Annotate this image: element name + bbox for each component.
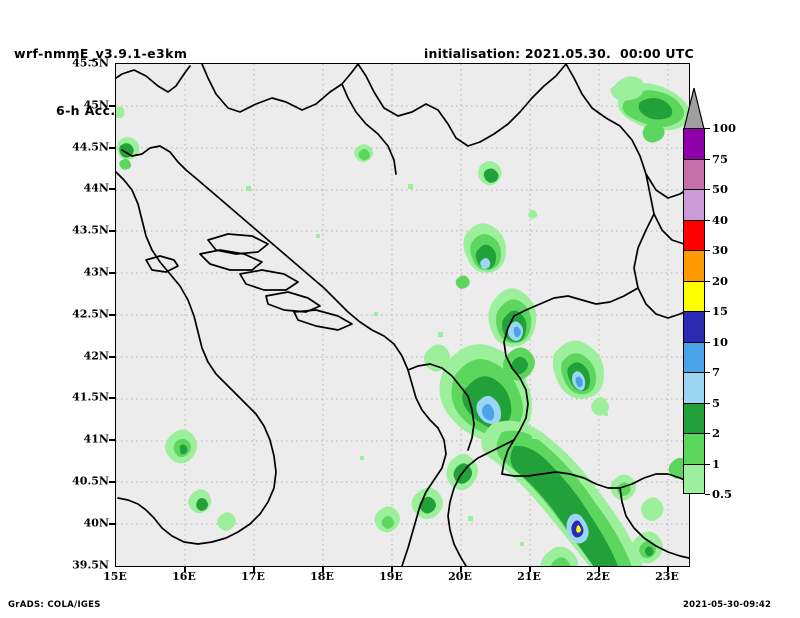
x-tick-label-20E: 20E bbox=[448, 570, 472, 583]
precip-dots bbox=[246, 184, 608, 546]
x-tick-mark bbox=[391, 566, 393, 572]
y-tick-mark bbox=[109, 397, 115, 399]
y-tick-label-43.5N: 43.5N bbox=[72, 223, 109, 237]
attribution-label: GrADS: COLA/IGES bbox=[8, 600, 101, 610]
colorbar-band-30[interactable] bbox=[683, 250, 705, 281]
map-plot-area bbox=[115, 63, 690, 567]
x-tick-mark bbox=[667, 566, 669, 572]
x-tick-label-22E: 22E bbox=[586, 570, 610, 583]
y-tick-mark bbox=[109, 314, 115, 316]
colorbar-band-75[interactable] bbox=[683, 158, 705, 189]
colorbar-band-20[interactable] bbox=[683, 280, 705, 311]
colorbar-label-30: 30 bbox=[712, 243, 729, 257]
colorbar-label-75: 75 bbox=[712, 151, 729, 166]
colorbar-band-50[interactable] bbox=[683, 189, 705, 220]
y-tick-label-43N: 43N bbox=[83, 265, 109, 279]
initialisation-time: initialisation: 2021.05.30. 00:00 UTC bbox=[424, 46, 694, 61]
x-tick-label-21E: 21E bbox=[517, 570, 541, 583]
colorbar[interactable] bbox=[683, 128, 705, 524]
y-tick-label-41N: 41N bbox=[83, 432, 109, 446]
y-tick-mark bbox=[109, 523, 115, 525]
y-tick-mark bbox=[109, 230, 115, 232]
x-tick-mark bbox=[460, 566, 462, 572]
y-tick-mark bbox=[109, 272, 115, 274]
colorbar-band-40[interactable] bbox=[683, 219, 705, 250]
y-tick-mark bbox=[109, 439, 115, 441]
y-tick-label-42N: 42N bbox=[83, 349, 109, 363]
precip-cell-central-bih bbox=[354, 144, 538, 219]
y-tick-mark bbox=[109, 356, 115, 358]
colorbar-label-0.5: 0.5 bbox=[712, 487, 733, 501]
colorbar-label-1: 1 bbox=[712, 456, 721, 471]
colorbar-band-100[interactable] bbox=[683, 128, 705, 159]
x-tick-mark bbox=[184, 566, 186, 572]
precip-cell-drina bbox=[455, 223, 506, 289]
map-canvas bbox=[116, 64, 689, 566]
x-tick-label-18E: 18E bbox=[310, 570, 334, 583]
y-tick-mark bbox=[109, 481, 115, 483]
precip-cell-italy bbox=[165, 429, 236, 531]
y-tick-label-39.5N: 39.5N bbox=[72, 558, 109, 572]
generation-timestamp: 2021-05-30-09:42 bbox=[683, 600, 772, 610]
precip-cell-macedonia bbox=[552, 340, 604, 399]
precip-cell-ohrid bbox=[424, 344, 535, 444]
y-tick-mark bbox=[109, 147, 115, 149]
y-tick-label-44N: 44N bbox=[83, 181, 109, 195]
y-tick-label-42.5N: 42.5N bbox=[72, 307, 109, 321]
y-tick-label-41.5N: 41.5N bbox=[72, 390, 109, 404]
colorbar-arrow-icon bbox=[683, 88, 705, 129]
colorbar-band-2[interactable] bbox=[683, 433, 705, 464]
colorbar-label-50: 50 bbox=[712, 182, 729, 196]
y-tick-label-45.5N: 45.5N bbox=[72, 56, 109, 70]
y-tick-label-40.5N: 40.5N bbox=[72, 474, 109, 488]
colorbar-band-1[interactable] bbox=[683, 463, 705, 494]
x-tick-label-23E: 23E bbox=[655, 570, 679, 583]
y-tick-label-45N: 45N bbox=[83, 98, 109, 112]
colorbar-label-20: 20 bbox=[712, 273, 729, 288]
colorbar-label-5: 5 bbox=[712, 395, 721, 410]
colorbar-band-10[interactable] bbox=[683, 341, 705, 372]
y-tick-label-40N: 40N bbox=[83, 516, 109, 530]
x-tick-mark bbox=[598, 566, 600, 572]
y-tick-mark bbox=[109, 105, 115, 107]
x-tick-mark bbox=[322, 566, 324, 572]
x-tick-label-15E: 15E bbox=[103, 570, 127, 583]
precip-cell-ne bbox=[610, 76, 689, 143]
x-tick-mark bbox=[529, 566, 531, 572]
colorbar-label-7: 7 bbox=[712, 365, 721, 379]
colorbar-band-15[interactable] bbox=[683, 311, 705, 342]
colorbar-label-40: 40 bbox=[712, 212, 729, 227]
colorbar-label-100: 100 bbox=[712, 121, 737, 135]
model-name: wrf-nmmE_v3.9.1-e3km bbox=[14, 46, 188, 61]
colorbar-band-7[interactable] bbox=[683, 372, 705, 403]
y-tick-mark bbox=[109, 188, 115, 190]
colorbar-band-5[interactable] bbox=[683, 402, 705, 433]
x-tick-label-16E: 16E bbox=[172, 570, 196, 583]
colorbar-label-15: 15 bbox=[712, 304, 729, 318]
y-tick-label-44.5N: 44.5N bbox=[72, 140, 109, 154]
colorbar-label-2: 2 bbox=[712, 426, 721, 440]
x-tick-label-17E: 17E bbox=[241, 570, 265, 583]
precip-band-central bbox=[481, 420, 644, 566]
x-tick-label-19E: 19E bbox=[379, 570, 403, 583]
x-tick-mark bbox=[253, 566, 255, 572]
colorbar-label-10: 10 bbox=[712, 334, 729, 349]
